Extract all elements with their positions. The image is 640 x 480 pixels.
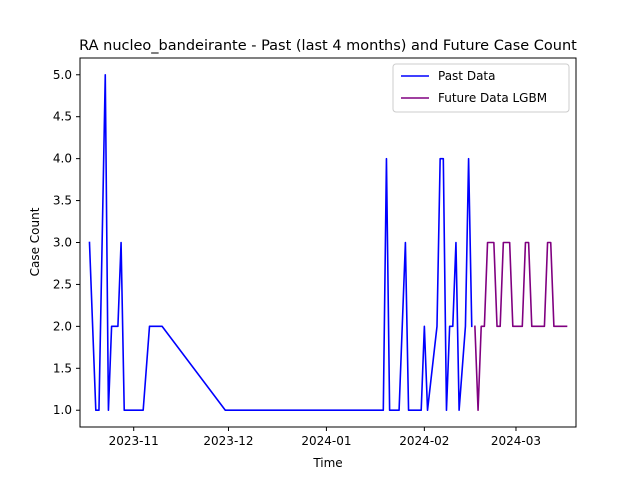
legend: Past Data Future Data LGBM: [392, 63, 570, 113]
y-axis-label: Case Count: [28, 207, 42, 276]
legend-label: Future Data LGBM: [438, 91, 547, 105]
x-tick-label: 2024-01: [301, 434, 351, 448]
y-tick-label: 3.0: [53, 236, 72, 250]
y-tick-label: 2.0: [53, 319, 72, 333]
y-tick-label: 5.0: [53, 68, 72, 82]
y-tick-label: 1.5: [53, 361, 72, 375]
x-tick-label: 2023-11: [109, 434, 159, 448]
series-line-0: [88, 73, 473, 412]
y-tick-label: 1.0: [53, 403, 72, 417]
plot-area: 2023-11 2023-12 2024-01 2024-02 2024-03 1.0 1.…: [53, 57, 577, 448]
legend-box: [392, 63, 570, 113]
y-tick-label: 2.5: [53, 277, 72, 291]
legend-label: Past Data: [438, 69, 495, 83]
x-axis-label: Time: [312, 456, 342, 470]
x-tick-label: 2024-03: [491, 434, 541, 448]
chart-title: RA nucleo_bandeirante - Past (last 4 mon…: [79, 38, 577, 54]
x-tick-label: 2024-02: [399, 434, 449, 448]
series-line-1: [474, 241, 568, 412]
y-tick-label: 4.0: [53, 152, 72, 166]
y-tick-label: 4.5: [53, 110, 72, 124]
y-tick-label: 3.5: [53, 194, 72, 208]
x-tick-label: 2023-12: [203, 434, 253, 448]
